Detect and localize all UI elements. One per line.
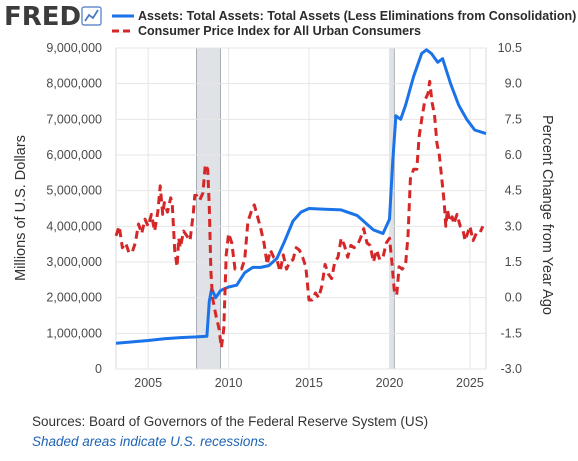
x-tick-label: 2025 [456, 376, 484, 390]
left-tick-label: 4,000,000 [46, 219, 102, 233]
right-tick-label: -1.5 [500, 326, 522, 340]
left-tick-label: 1,000,000 [46, 326, 102, 340]
right-tick-label: 4.5 [505, 184, 522, 198]
series-lines [114, 48, 487, 350]
right-tick-label: 9.0 [505, 77, 522, 91]
fred-logo[interactable]: FRED [4, 2, 102, 32]
legend-label-assets: Assets: Total Assets: Total Assets (Less… [138, 9, 576, 23]
left-tick-label: 0 [95, 362, 102, 376]
series-line-cpi [114, 79, 485, 350]
x-tick-label: 2010 [215, 376, 243, 390]
fred-logo-text: FRED [4, 2, 81, 32]
right-tick-label: 3.0 [505, 219, 522, 233]
legend-entry-assets[interactable]: Assets: Total Assets: Total Assets (Less… [112, 9, 576, 23]
line-chart-icon [81, 6, 102, 26]
right-tick-label: -3.0 [500, 362, 522, 376]
series-line-assets [115, 48, 487, 345]
left-tick-label: 6,000,000 [46, 148, 102, 162]
x-tick-label: 2020 [376, 376, 404, 390]
left-tick-label: 9,000,000 [46, 41, 102, 55]
right-axis-ticks: -3.0 -1.5 0.0 1.5 3.0 4.5 6.0 7.5 9.0 10.5 [498, 41, 522, 376]
right-tick-label: 7.5 [505, 112, 522, 126]
legend-label-cpi: Consumer Price Index for All Urban Consu… [138, 24, 421, 38]
right-tick-label: 6.0 [505, 148, 522, 162]
left-tick-label: 3,000,000 [46, 255, 102, 269]
right-tick-label: 0.0 [505, 291, 522, 305]
right-axis-title: Percent Change from Year Ago [539, 115, 555, 315]
x-tick-label: 2005 [134, 376, 162, 390]
left-tick-label: 5,000,000 [46, 184, 102, 198]
x-tick-label: 2015 [295, 376, 323, 390]
plot-area [115, 47, 487, 370]
left-tick-label: 8,000,000 [46, 77, 102, 91]
left-tick-label: 7,000,000 [46, 112, 102, 126]
sources-note: Sources: Board of Governors of the Feder… [32, 414, 429, 429]
right-tick-label: 10.5 [498, 41, 522, 55]
right-tick-label: 1.5 [505, 255, 522, 269]
left-axis-title: Millions of U.S. Dollars [13, 135, 29, 281]
recession-note: Shaded areas indicate U.S. recessions. [32, 434, 269, 449]
x-axis-ticks: 2005 2010 2015 2020 2025 [134, 376, 484, 390]
left-axis-ticks: 0 1,000,000 2,000,000 3,000,000 4,000,000 5,0… [46, 41, 102, 376]
left-tick-label: 2,000,000 [46, 291, 102, 305]
legend: Assets: Total Assets: Total Assets (Less… [112, 9, 576, 38]
legend-entry-cpi[interactable]: Consumer Price Index for All Urban Consu… [112, 24, 421, 38]
